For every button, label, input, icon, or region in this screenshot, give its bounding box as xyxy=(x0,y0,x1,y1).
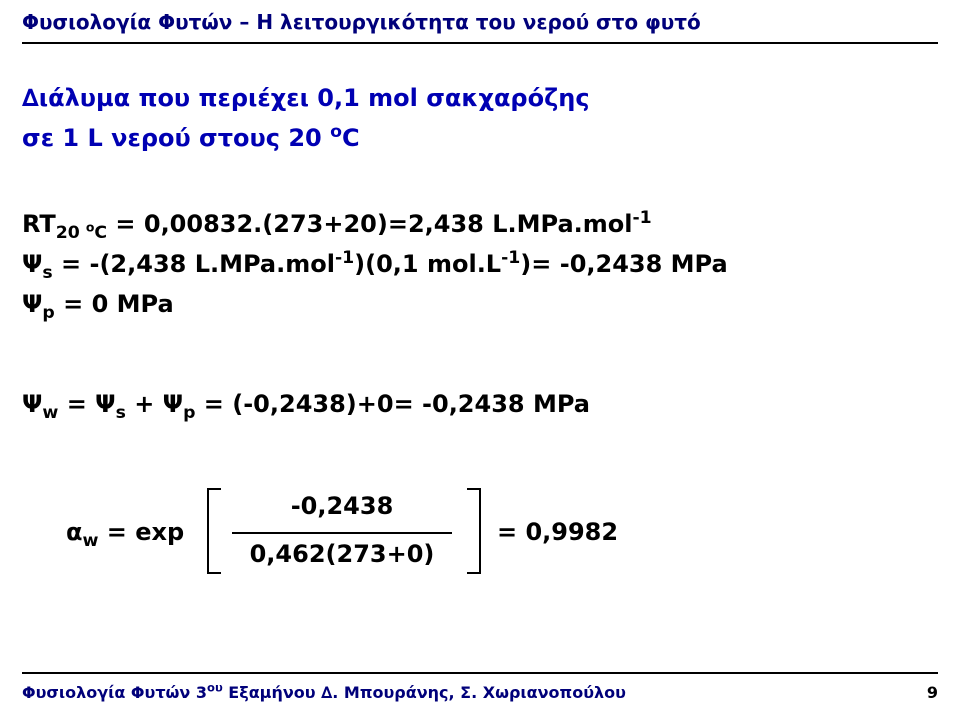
title-line-2: σε 1 L νερού στους 20 οC xyxy=(22,124,360,152)
fraction-numerator: -0,2438 xyxy=(222,492,462,520)
bracket-left xyxy=(207,488,221,574)
fraction-bar xyxy=(232,532,452,534)
equation-psi-s: Ψs = -(2,438 L.MPa.mol-1)(0,1 mol.L-1)= … xyxy=(22,250,728,278)
page: Φυσιολογία Φυτών – Η λειτουργικότητα του… xyxy=(0,0,960,716)
fraction-denominator: 0,462(273+0) xyxy=(222,540,462,568)
equation-psi-p: Ψp = 0 MPa xyxy=(22,290,174,318)
page-number: 9 xyxy=(927,683,938,702)
title-line-1: ∆ιάλυµα που περιέχει 0,1 mol σακχαρόζης xyxy=(22,84,590,112)
footer-text: Φυσιολογία Φυτών 3ου Εξαµήνου ∆. Μπουράν… xyxy=(22,683,626,702)
footer-rule xyxy=(22,672,938,674)
equation-rt: RT20 oC = 0,00832.(273+20)=2,438 L.MPa.m… xyxy=(22,210,652,238)
header-rule xyxy=(22,42,938,44)
bracket-right xyxy=(467,488,481,574)
aw-result: = 0,9982 xyxy=(497,518,618,546)
page-header: Φυσιολογία Φυτών – Η λειτουργικότητα του… xyxy=(22,10,938,34)
aw-label: αw = exp xyxy=(66,518,184,546)
page-footer: Φυσιολογία Φυτών 3ου Εξαµήνου ∆. Μπουράν… xyxy=(22,683,938,702)
equation-psi-w: Ψw = Ψs + Ψp = (-0,2438)+0= -0,2438 MPa xyxy=(22,390,590,418)
